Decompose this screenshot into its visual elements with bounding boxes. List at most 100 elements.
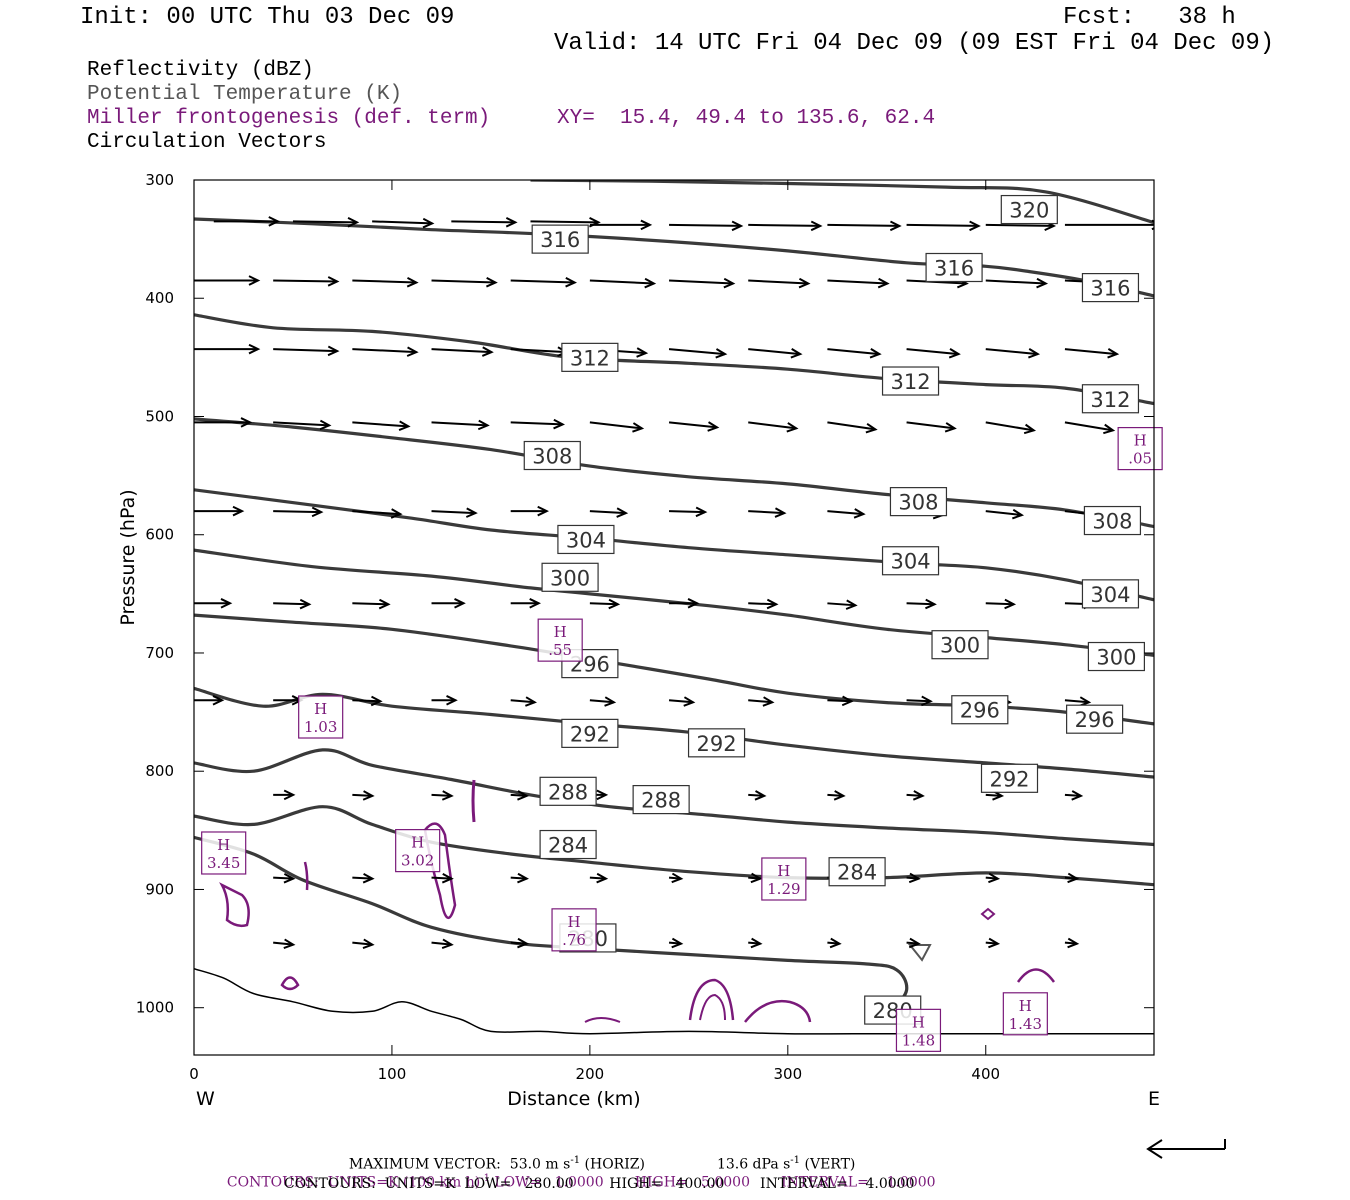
fronto-contour — [471, 779, 476, 823]
circulation-vector-head — [1023, 423, 1037, 435]
circulation-vector-head — [877, 277, 890, 289]
circulation-vector — [510, 699, 535, 704]
circulation-vector-head — [283, 872, 296, 884]
circulation-vector — [292, 220, 357, 224]
theta-label: 308 — [1092, 510, 1132, 534]
circulation-vector — [372, 220, 433, 225]
max-vector-vert-exp: -1 — [790, 1155, 801, 1166]
theta-label-box — [531, 224, 589, 254]
circulation-vector-head — [327, 345, 340, 357]
circulation-vector — [906, 793, 923, 797]
theta-label-box — [931, 630, 989, 660]
circulation-vector-head — [565, 276, 577, 288]
fronto-max-value: 1.29 — [767, 880, 800, 898]
theta-label-box — [1066, 704, 1124, 734]
theta-label-box — [557, 524, 615, 555]
circulation-vector-head — [441, 938, 454, 950]
circulation-vector — [273, 941, 294, 946]
fronto-max-box — [1002, 992, 1048, 1036]
theta-label-box — [539, 776, 597, 806]
circulation-vector-head — [833, 790, 846, 801]
x-tick-label: 300 — [773, 1065, 802, 1083]
circulation-vector — [985, 348, 1038, 356]
circulation-vector-head — [604, 696, 617, 707]
circulation-vector-head — [921, 695, 933, 707]
fronto-contour — [744, 999, 812, 1023]
fronto-contour — [688, 978, 735, 1021]
circulation-vector — [352, 602, 389, 606]
theta-label: 312 — [1090, 388, 1130, 412]
x-tick-label: 0 — [189, 1065, 199, 1083]
circulation-vector-head — [707, 421, 720, 432]
y-tick-label: 900 — [145, 880, 174, 898]
fronto-contour — [1016, 968, 1056, 983]
fronto-max-value: 1.48 — [902, 1031, 935, 1049]
circulation-vector-head — [774, 507, 787, 518]
theta-label: 316 — [540, 228, 580, 252]
circulation-vector — [510, 793, 527, 797]
circulation-vector — [431, 793, 452, 797]
y-tick-label: 700 — [145, 644, 174, 662]
circulation-vector — [589, 602, 618, 606]
theta-label-box — [561, 342, 619, 372]
circulation-vector-head — [596, 872, 609, 884]
fronto-max-box — [551, 908, 597, 952]
max-vector-exp: -1 — [570, 1155, 581, 1166]
circulation-vector — [352, 941, 373, 946]
circulation-vector-head — [529, 598, 542, 609]
fronto-contour-exp: -1 — [480, 1173, 490, 1184]
circulation-vector — [906, 602, 935, 606]
circulation-vector-head — [988, 872, 1001, 884]
theta-label-box — [881, 546, 940, 576]
theta-label: 316 — [1090, 277, 1130, 301]
circulation-vector — [669, 510, 706, 514]
circulation-vector — [352, 348, 417, 354]
y-tick-label: 400 — [145, 289, 174, 307]
theta-label-box — [539, 829, 597, 860]
theta-label: 316 — [934, 257, 974, 281]
circulation-vector — [431, 421, 488, 427]
theta-label: 292 — [989, 767, 1029, 791]
circulation-vector-head — [232, 505, 245, 517]
theta-contour-292 — [194, 686, 1154, 779]
circulation-vector-head — [362, 872, 375, 884]
legend-miller-frontogenesis: Miller frontogenesis (def. term) — [87, 107, 491, 130]
circulation-vector-head — [912, 790, 925, 801]
theta-label-box — [523, 440, 581, 471]
y-axis-label: Pressure (hPa) — [117, 489, 139, 625]
circulation-vector — [748, 510, 785, 515]
theta-label: 300 — [1096, 646, 1136, 670]
circulation-vector — [510, 421, 563, 426]
circulation-vector — [431, 510, 476, 515]
circulation-vector-head — [829, 937, 842, 949]
circulation-vector — [827, 793, 844, 797]
circulation-vector — [827, 223, 900, 227]
circulation-vector — [1064, 421, 1114, 432]
circulation-vector — [906, 223, 979, 227]
circulation-vector-head — [525, 696, 537, 707]
circulation-vector-head — [441, 872, 454, 884]
circulation-vector-head — [596, 789, 609, 801]
circulation-vector — [352, 793, 373, 797]
theta-label: 312 — [890, 370, 930, 394]
circulation-vector-head — [378, 598, 391, 610]
circulation-vector-head — [786, 422, 799, 433]
circulation-vector-head — [944, 422, 957, 433]
circulation-vector — [748, 348, 801, 356]
circulation-vector — [827, 348, 880, 356]
theta-label-box — [889, 487, 948, 517]
circulation-vector-head — [853, 508, 866, 519]
theta-label: 284 — [837, 861, 877, 885]
circulation-vector-head — [220, 598, 233, 609]
circulation-vector-head — [347, 217, 360, 228]
circulation-vector-head — [644, 277, 657, 289]
fronto-max-h: H — [314, 700, 327, 718]
circulation-vector-head — [1036, 277, 1049, 289]
circulation-vector — [748, 223, 821, 227]
fronto-max-box — [201, 831, 247, 875]
theta-label-box — [541, 562, 599, 592]
circulation-vector-head — [908, 937, 921, 949]
x-axis-east-label: E — [1148, 1088, 1160, 1110]
circulation-vector — [668, 699, 694, 704]
circulation-vector-head — [845, 599, 858, 610]
